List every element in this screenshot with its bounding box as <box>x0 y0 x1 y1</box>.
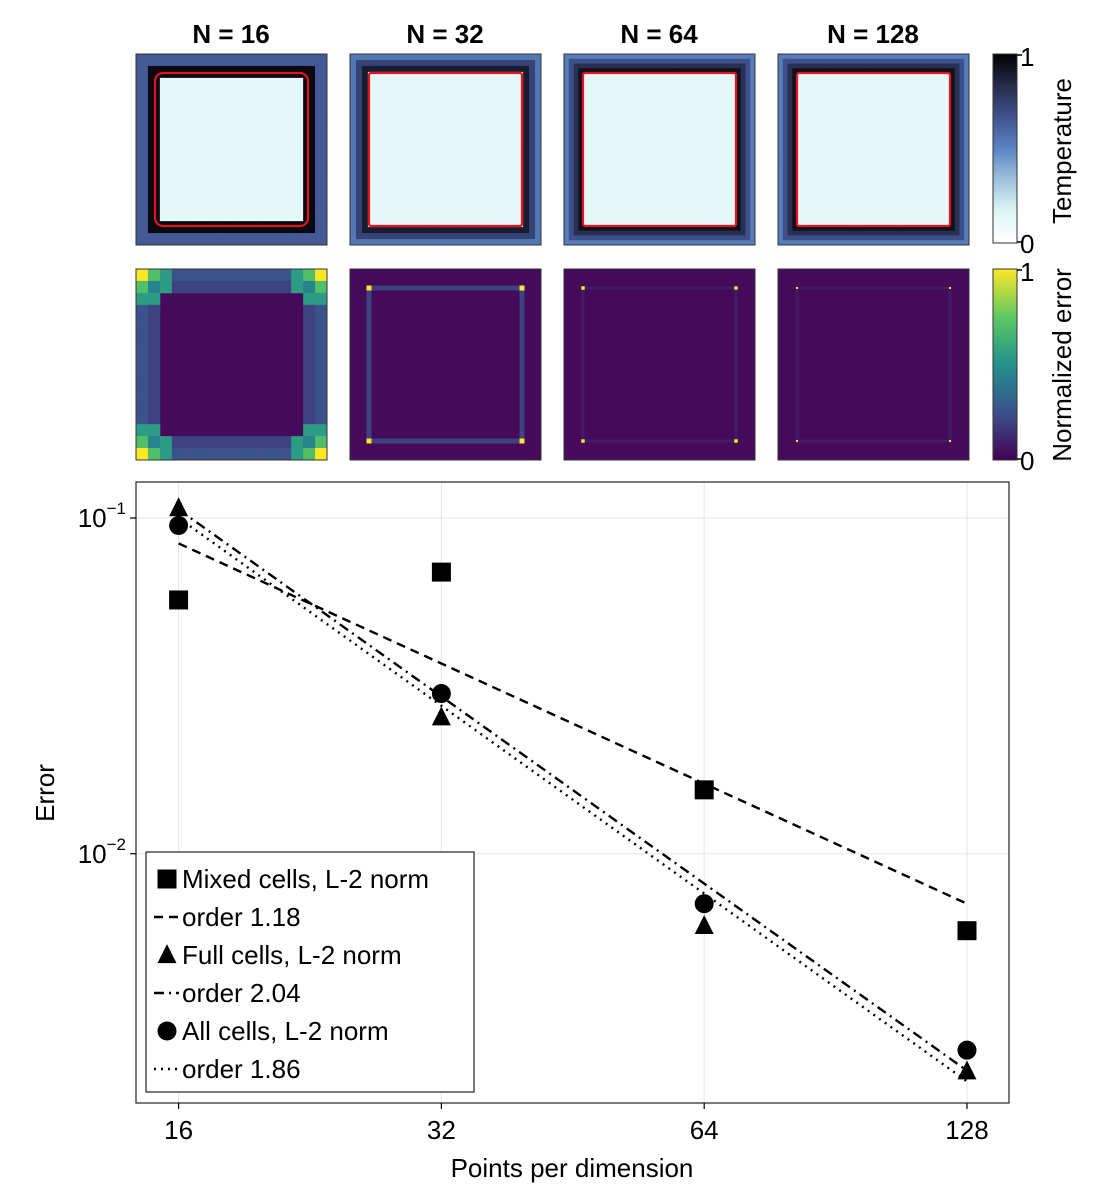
legend-item: order 2.04 <box>154 978 301 1008</box>
legend: Mixed cells, L-2 norm order 1.18 Full cell… <box>145 851 475 1093</box>
legend-item: All cells, L-2 norm <box>157 1016 389 1046</box>
legend-label: order 2.04 <box>182 978 301 1008</box>
markers-2 <box>169 497 977 1080</box>
temperature-colorbar-min: 0 <box>1020 229 1034 259</box>
series-layer <box>169 497 977 1083</box>
temperature-panel-n32 <box>349 53 542 246</box>
legend-label: order 1.86 <box>182 1054 301 1084</box>
temperature-colorbar-label: Temperature <box>1047 78 1077 224</box>
legend-box <box>145 851 475 1093</box>
temperature-panel-n16 <box>135 53 328 246</box>
temperature-heatmap-row <box>135 53 970 246</box>
error-colorbar-min: 0 <box>1020 446 1034 476</box>
data-point-square <box>694 780 714 800</box>
panel-titles: N = 16 N = 32 N = 64 N = 128 <box>192 19 919 49</box>
data-point-triangle <box>694 915 714 934</box>
legend-label: Mixed cells, L-2 norm <box>182 864 429 894</box>
legend-label: All cells, L-2 norm <box>182 1016 389 1046</box>
data-point-circle <box>957 1040 977 1060</box>
interface-outline <box>153 71 310 228</box>
legend-marker-triangle <box>157 944 177 964</box>
x-tick-label: 64 <box>690 1115 719 1145</box>
panel-title-n32: N = 32 <box>406 19 483 49</box>
interface-outline <box>581 71 738 228</box>
temperature-colorbar-gradient <box>992 53 1018 244</box>
legend-label: Full cells, L-2 norm <box>182 940 402 970</box>
error-heatmap-row <box>135 268 970 461</box>
data-point-square <box>431 562 451 582</box>
data-point-triangle <box>957 1060 977 1080</box>
error-panel-n64 <box>563 268 756 461</box>
panel-title-n128: N = 128 <box>827 19 919 49</box>
legend-marker-circle <box>157 1021 177 1041</box>
markers-0 <box>169 562 977 941</box>
series-5 <box>177 517 968 1083</box>
error-colorbar-gradient <box>992 268 1018 461</box>
data-point-circle <box>431 684 451 704</box>
legend-item: Full cells, L-2 norm <box>157 940 402 970</box>
y-tick-label: 10−2 <box>78 835 126 869</box>
interface-outline <box>795 71 952 228</box>
legend-marker-square <box>157 869 177 889</box>
legend-item: Mixed cells, L-2 norm <box>157 864 429 894</box>
fit-line <box>177 508 968 1072</box>
panel-title-n16: N = 16 <box>192 19 269 49</box>
x-axis-label: Points per dimension <box>451 1153 694 1183</box>
error-panel-n32 <box>349 268 542 461</box>
data-point-circle <box>694 894 714 914</box>
temperature-colorbar: 1 0 Temperature <box>992 42 1077 259</box>
data-point-square <box>957 921 977 941</box>
x-tick-label: 16 <box>164 1115 193 1145</box>
x-axis-ticks: 16 32 64 128 <box>164 1103 989 1145</box>
fit-line <box>177 517 968 1083</box>
markers-4 <box>169 515 977 1060</box>
error-panel-n128 <box>777 268 970 461</box>
x-tick-label: 128 <box>945 1115 988 1145</box>
series-1 <box>178 542 968 905</box>
legend-item: order 1.86 <box>154 1054 301 1084</box>
x-tick-label: 32 <box>427 1115 456 1145</box>
data-point-circle <box>169 515 189 535</box>
data-point-triangle <box>431 706 451 726</box>
error-colorbar-label: Normalized error <box>1047 268 1077 462</box>
series-3 <box>177 508 968 1072</box>
legend-label: order 1.18 <box>182 902 301 932</box>
legend-item: order 1.18 <box>154 902 301 932</box>
error-colorbar-max: 1 <box>1020 257 1034 287</box>
y-axis-label: Error <box>30 764 60 822</box>
error-colorbar: 1 0 Normalized error <box>992 257 1077 476</box>
plot-frame <box>135 481 1010 1104</box>
panel-title-n64: N = 64 <box>620 19 698 49</box>
convergence-plot: 16 32 64 128 10−110−2 Points per dimension … <box>30 481 1010 1183</box>
temperature-panel-n64 <box>563 53 756 246</box>
error-panel-n16 <box>135 268 328 461</box>
y-axis-ticks: 10−1 10−2 <box>78 499 136 869</box>
data-point-triangle <box>169 497 189 517</box>
y-tick-label: 10−1 <box>78 499 126 533</box>
temperature-colorbar-max: 1 <box>1020 42 1034 72</box>
interface-outline <box>367 71 524 228</box>
temperature-panel-n128 <box>777 53 970 246</box>
fit-line <box>178 542 968 905</box>
data-point-square <box>169 590 189 610</box>
